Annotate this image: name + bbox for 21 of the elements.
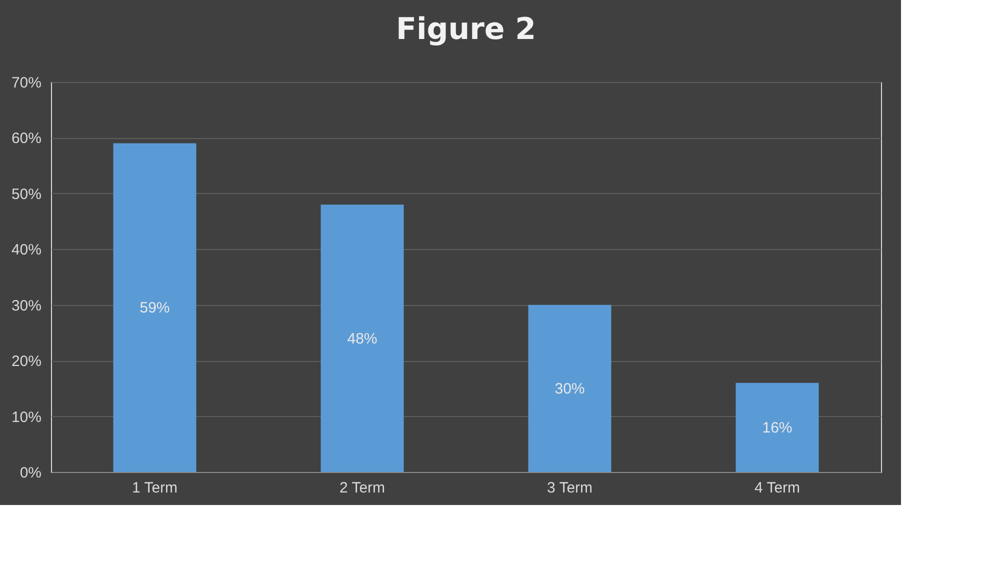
x-tick-label: 3 Term: [546, 480, 593, 496]
data-label: 59%: [140, 300, 170, 317]
y-tick-label: 70%: [11, 74, 42, 92]
x-tick-label: 2 Term: [339, 480, 386, 496]
bar: [736, 382, 819, 472]
bar: [320, 204, 404, 472]
y-tick-label: 0%: [20, 464, 42, 482]
y-tick-label: 40%: [11, 242, 42, 259]
data-label: 48%: [347, 330, 378, 348]
bar: [113, 143, 196, 472]
bar: [528, 304, 612, 472]
data-label: 30%: [554, 380, 585, 398]
x-tick-label: 1 Term: [132, 480, 178, 496]
y-tick-label: 50%: [11, 186, 42, 203]
y-tick-label: 10%: [11, 408, 42, 426]
y-tick-label: 60%: [11, 130, 42, 148]
y-tick-label: 30%: [11, 297, 42, 314]
data-label: 16%: [762, 419, 792, 436]
y-tick-label: 20%: [11, 353, 42, 370]
x-tick-label: 4 Term: [754, 480, 800, 496]
chart-title: Figure 2: [396, 12, 536, 47]
